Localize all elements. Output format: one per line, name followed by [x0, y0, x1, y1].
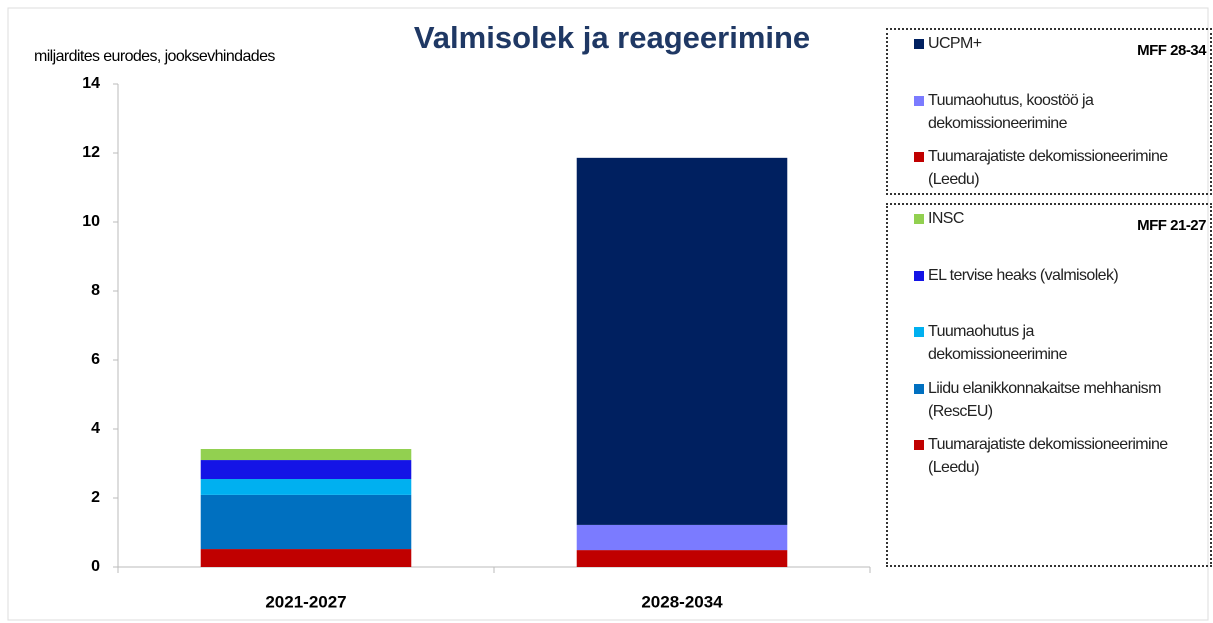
y-axis-label: miljardites eurodes, jooksevhindades	[34, 48, 275, 65]
bar-segment	[576, 157, 788, 525]
legend-item: INSC	[914, 207, 1168, 230]
legend-swatch	[914, 440, 924, 450]
bar-segment	[576, 524, 788, 551]
y-tick-label: 4	[91, 420, 100, 437]
legend-group-title: MFF 28-34	[1137, 42, 1206, 59]
legend-label: EL tervise heaks (valmisolek)	[928, 266, 1119, 284]
legend-swatch	[914, 327, 924, 337]
x-tick-label: 2028-2034	[641, 592, 723, 611]
legend-swatch	[914, 152, 924, 162]
y-tick-label: 2	[91, 489, 100, 506]
y-tick-label: 8	[91, 282, 100, 299]
legend-label: Tuumaohutus ja dekomissioneerimine	[928, 323, 1067, 363]
legend-swatch	[914, 383, 924, 394]
legend-item: Tuumarajatiste dekomissioneerimine (Leed…	[914, 433, 1168, 479]
legend-swatch	[914, 214, 924, 224]
y-tick-label: 12	[82, 144, 100, 161]
legend-label: UCPM+	[928, 35, 982, 52]
bar-segment	[200, 460, 412, 480]
x-tick-label: 2021-2027	[265, 592, 346, 611]
legend-label: Liidu elanikkonnakaitse mehhanism (RescE…	[928, 379, 1161, 420]
bar-segment	[200, 449, 412, 461]
legend-group: MFF 28-34 UCPM+ Tuumaohutus, koostöö ja de…	[886, 28, 1212, 195]
legend-item: EL tervise heaks (valmisolek)	[914, 264, 1168, 287]
legend-item: Liidu elanikkonnakaitse mehhanism (RescE…	[914, 377, 1168, 423]
y-tick-label: 14	[82, 75, 100, 92]
bar-segment	[200, 479, 412, 495]
y-tick-label: 6	[91, 351, 100, 368]
legend-item: Tuumaohutus ja dekomissioneerimine	[914, 320, 1168, 366]
bar-segment	[200, 494, 412, 550]
legend-label: INSC	[928, 210, 964, 227]
chart-border	[7, 7, 1209, 621]
bar-segment	[200, 549, 412, 567]
legend-group: MFF 21-27 INSC EL tervise heaks (valmisole…	[886, 203, 1212, 567]
legend-label: Tuumarajatiste dekomissioneerimine (Leed…	[928, 148, 1168, 188]
chart-title: Valmisolek ja reageerimine	[414, 20, 810, 55]
legend-label: Tuumaohutus, koostöö ja dekomissioneerim…	[928, 91, 1094, 132]
legend-item: Tuumarajatiste dekomissioneerimine (Leed…	[914, 145, 1168, 191]
legend-label: Tuumarajatiste dekomissioneerimine (Leed…	[928, 436, 1168, 476]
legend-group-title: MFF 21-27	[1137, 217, 1206, 234]
bar-segment	[576, 550, 788, 567]
legend-item: Tuumaohutus, koostöö ja dekomissioneerim…	[914, 89, 1168, 135]
legend-swatch	[914, 95, 924, 106]
legend-item: UCPM+	[914, 32, 1168, 55]
y-tick-label: 0	[91, 558, 100, 575]
legend-swatch	[914, 39, 924, 49]
legend-swatch	[914, 270, 924, 281]
y-tick-label: 10	[82, 213, 100, 230]
